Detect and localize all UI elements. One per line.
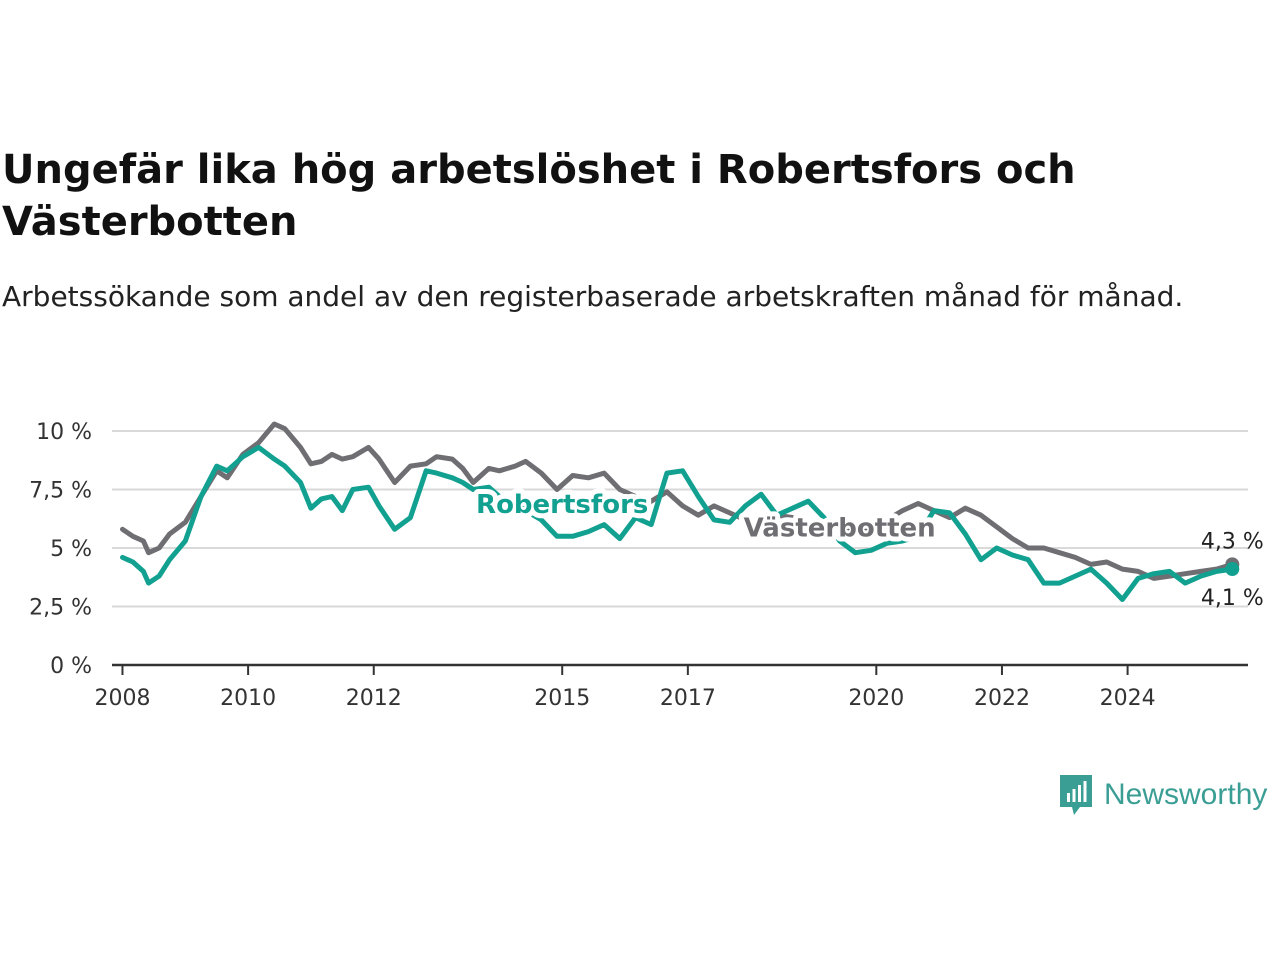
x-tick-label: 2024 <box>1100 686 1156 711</box>
y-tick-label: 7,5 % <box>29 479 92 504</box>
chart-title: Ungefär lika hög arbetslöshet i Robertsf… <box>2 147 1076 245</box>
chart-subtitle: Arbetssökande som andel av den registerb… <box>2 280 1184 313</box>
end-label-västerbotten: 4,3 % <box>1201 529 1264 554</box>
x-tick-label: 2008 <box>94 686 150 711</box>
series-label-robertsfors: Robertsfors <box>476 490 648 520</box>
newsworthy-logo-icon <box>1060 775 1092 815</box>
brand-name: Newsworthy <box>1104 778 1268 811</box>
gridlines <box>112 430 1248 608</box>
series-labels: 4,3 % 4,1 % Robertsfors Västerbotten <box>471 485 1264 611</box>
x-axis: 2008 2010 2012 2015 2017 2020 2022 2024 <box>94 663 1248 711</box>
series-line-v-sterbotten <box>120 421 1235 581</box>
series-label-västerbotten: Västerbotten <box>744 513 936 543</box>
x-tick-label: 2020 <box>848 686 904 711</box>
y-axis-ticks: 0 % 2,5 % 5 % 7,5 % 10 % <box>29 420 92 679</box>
x-tick-label: 2015 <box>534 686 590 711</box>
x-tick-label: 2017 <box>660 686 716 711</box>
series-lines <box>120 421 1240 602</box>
end-point-robertsfors <box>1225 562 1240 577</box>
x-tick-label: 2012 <box>346 686 402 711</box>
line-chart: 0 % 2,5 % 5 % 7,5 % 10 % 4,3 % 4,1 % Robertsfo… <box>29 420 1264 711</box>
brand-logo[interactable]: Newsworthy <box>1058 772 1267 818</box>
x-tick-label: 2010 <box>220 686 276 711</box>
y-tick-label: 2,5 % <box>29 596 92 621</box>
x-tick-label: 2022 <box>974 686 1030 711</box>
series-line-robertsfors <box>120 444 1235 602</box>
y-tick-label: 0 % <box>50 654 92 679</box>
y-tick-label: 5 % <box>50 537 92 562</box>
y-tick-label: 10 % <box>36 420 92 445</box>
end-label-robertsfors: 4,1 % <box>1201 586 1264 611</box>
